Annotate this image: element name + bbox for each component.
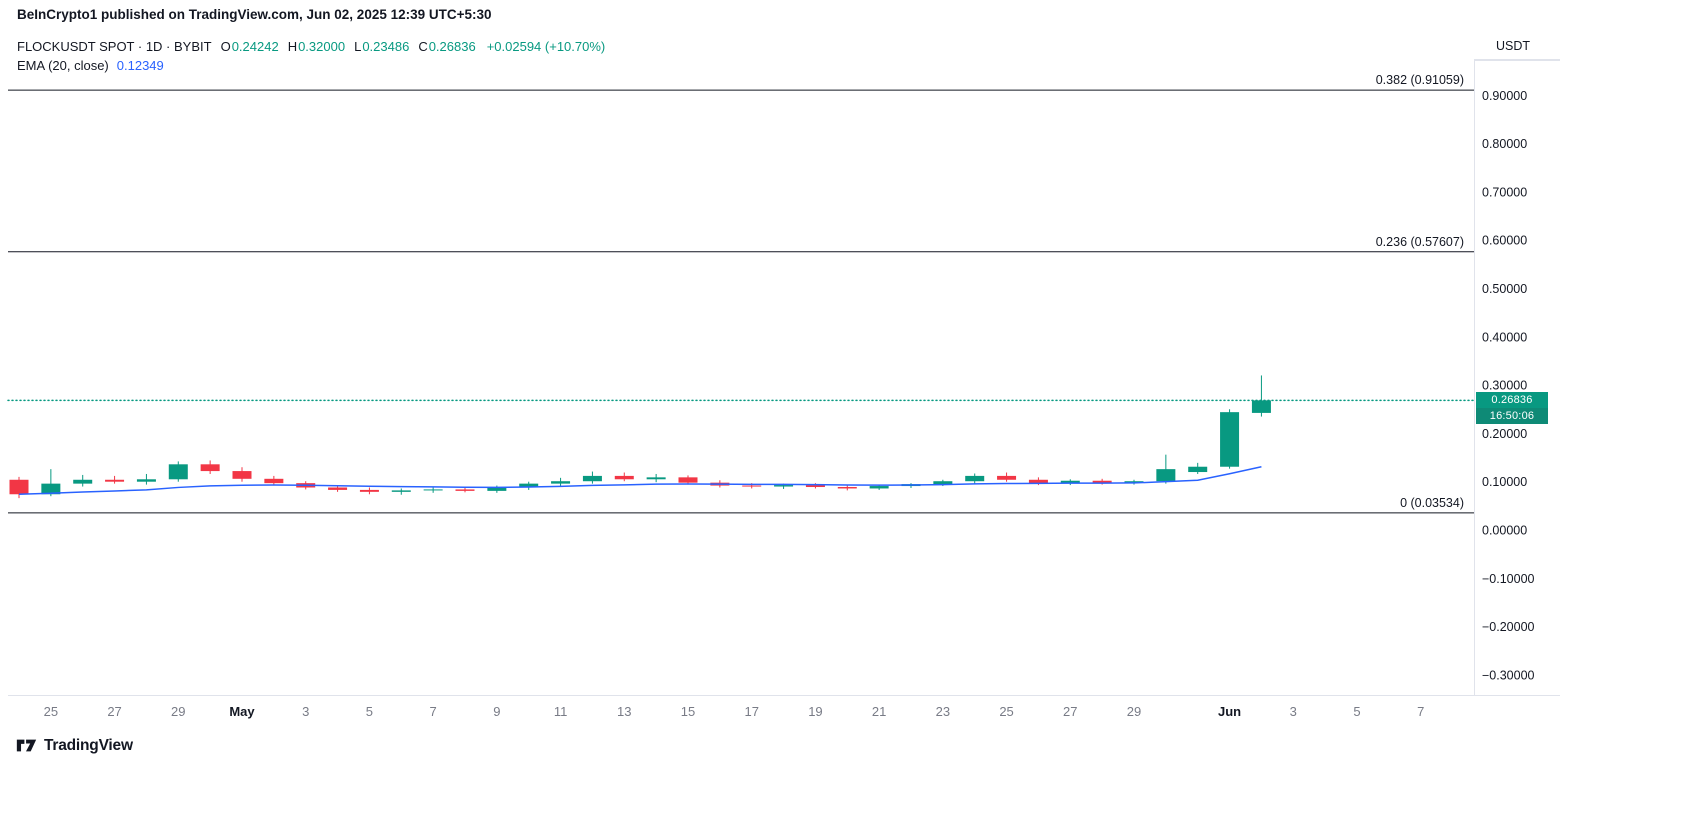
candle: [1251, 375, 1271, 417]
time-tick-label: May: [229, 704, 255, 719]
time-tick-label: 5: [1353, 704, 1360, 719]
time-tick-label: 29: [1127, 704, 1141, 719]
time-tick-label: Jun: [1218, 704, 1241, 719]
price-tick-label: −0.30000: [1482, 668, 1535, 682]
candle: [1124, 479, 1144, 485]
candle: [359, 487, 379, 495]
close-label: C: [418, 39, 428, 54]
fib-label: 0.236 (0.57607): [1376, 235, 1464, 249]
time-tick-label: 13: [617, 704, 631, 719]
time-tick-label: 7: [430, 704, 437, 719]
tradingview-wordmark: TradingView: [44, 736, 133, 754]
price-tick-label: 0.30000: [1482, 379, 1527, 393]
price-tick-label: 0.60000: [1482, 234, 1527, 248]
symbol-legend[interactable]: FLOCKUSDT SPOT · 1D · BYBIT O 0.24242 H 0.…: [17, 39, 605, 54]
price-tick-label: 0.00000: [1482, 524, 1527, 538]
time-tick-label: 17: [744, 704, 758, 719]
indicator-value: 0.12349: [116, 58, 164, 73]
candle: [869, 485, 889, 490]
tradingview-logo[interactable]: TradingView: [16, 736, 133, 755]
quote-currency-label[interactable]: USDT: [1474, 33, 1560, 60]
change-value: +0.02594 (+10.70%): [486, 39, 606, 54]
price-tick-label: 0.10000: [1482, 475, 1527, 489]
open-label: O: [220, 39, 231, 54]
candle: [423, 487, 443, 493]
candle: [105, 475, 125, 484]
tradingview-icon: [16, 739, 37, 752]
time-tick-label: 5: [366, 704, 373, 719]
time-tick-label: 25: [999, 704, 1013, 719]
price-tick-label: 0.40000: [1482, 330, 1527, 344]
close-value: 0.26836: [428, 39, 476, 54]
high-label: H: [287, 39, 298, 54]
time-tick-label: 11: [554, 704, 568, 719]
candle: [551, 477, 571, 487]
fib-label: 0.382 (0.91059): [1376, 73, 1464, 87]
candle: [168, 461, 188, 482]
candle: [1188, 462, 1208, 474]
time-tick-label: 23: [936, 704, 950, 719]
time-tick-label: 25: [44, 704, 58, 719]
candle: [200, 460, 220, 474]
candle: [614, 472, 634, 482]
price-axis[interactable]: 0.90000 0.80000 0.70000 0.60000 0.50000 0.400…: [1482, 89, 1535, 683]
price-tick-label: 0.50000: [1482, 282, 1527, 296]
time-tick-label: 19: [808, 704, 822, 719]
time-axis[interactable]: 25 27 29 May 3 5 7 9 11 13 15 17 19 21 23 25 27 29 Jun 3 5 7: [44, 704, 1425, 719]
time-tick-label: 3: [302, 704, 309, 719]
open-value: 0.24242: [231, 39, 279, 54]
candle: [232, 467, 252, 482]
time-tick-label: 21: [872, 704, 886, 719]
candle: [965, 473, 985, 484]
bar-countdown-badge: 16:50:06: [1476, 408, 1548, 425]
candle: [582, 471, 602, 484]
candle: [391, 488, 411, 495]
candle: [264, 475, 284, 486]
candle: [678, 475, 698, 485]
low-label: L: [354, 39, 362, 54]
ema-line: [18, 466, 1262, 496]
candle: [997, 472, 1017, 482]
candle: [646, 473, 666, 483]
time-tick-label: 15: [681, 704, 695, 719]
price-tick-label: −0.10000: [1482, 572, 1535, 586]
candles: [9, 375, 1271, 499]
time-tick-label: 3: [1290, 704, 1297, 719]
quote-currency-text: USDT: [1496, 39, 1531, 53]
time-tick-label: 27: [1063, 704, 1077, 719]
candle: [1220, 409, 1240, 469]
ohlc-low: L 0.23486: [354, 39, 409, 54]
time-tick-label: 9: [493, 704, 500, 719]
last-price-badge: 0.26836: [1476, 392, 1548, 409]
ohlc-close: C 0.26836: [418, 39, 475, 54]
symbol-title[interactable]: FLOCKUSDT SPOT · 1D · BYBIT: [17, 39, 212, 54]
indicator-legend[interactable]: EMA (20, close) 0.12349: [17, 58, 164, 73]
ohlc-high: H 0.32000: [288, 39, 345, 54]
candle: [1060, 479, 1080, 486]
price-tick-label: 0.80000: [1482, 137, 1527, 151]
time-tick-label: 29: [171, 704, 185, 719]
candle: [41, 469, 61, 497]
indicator-title: EMA (20, close): [17, 58, 109, 73]
price-tick-label: 0.20000: [1482, 427, 1527, 441]
fib-label: 0 (0.03534): [1400, 496, 1464, 510]
candle: [73, 474, 93, 487]
candle: [9, 476, 29, 499]
candle: [136, 473, 156, 485]
fib-retracement[interactable]: 0.382 (0.91059) 0.236 (0.57607) 0 (0.03534…: [8, 73, 1474, 514]
price-tick-label: 0.90000: [1482, 89, 1527, 103]
candle: [519, 481, 539, 490]
time-tick-label: 7: [1417, 704, 1424, 719]
price-tick-label: 0.70000: [1482, 185, 1527, 199]
publish-header: BeInCrypto1 published on TradingView.com…: [17, 7, 492, 22]
price-tick-label: −0.20000: [1482, 620, 1535, 634]
high-value: 0.32000: [298, 39, 346, 54]
low-value: 0.23486: [362, 39, 410, 54]
time-tick-label: 27: [107, 704, 121, 719]
candle: [1156, 454, 1176, 484]
chart-borders: [8, 33, 1560, 696]
ohlc-open: O 0.24242: [221, 39, 279, 54]
